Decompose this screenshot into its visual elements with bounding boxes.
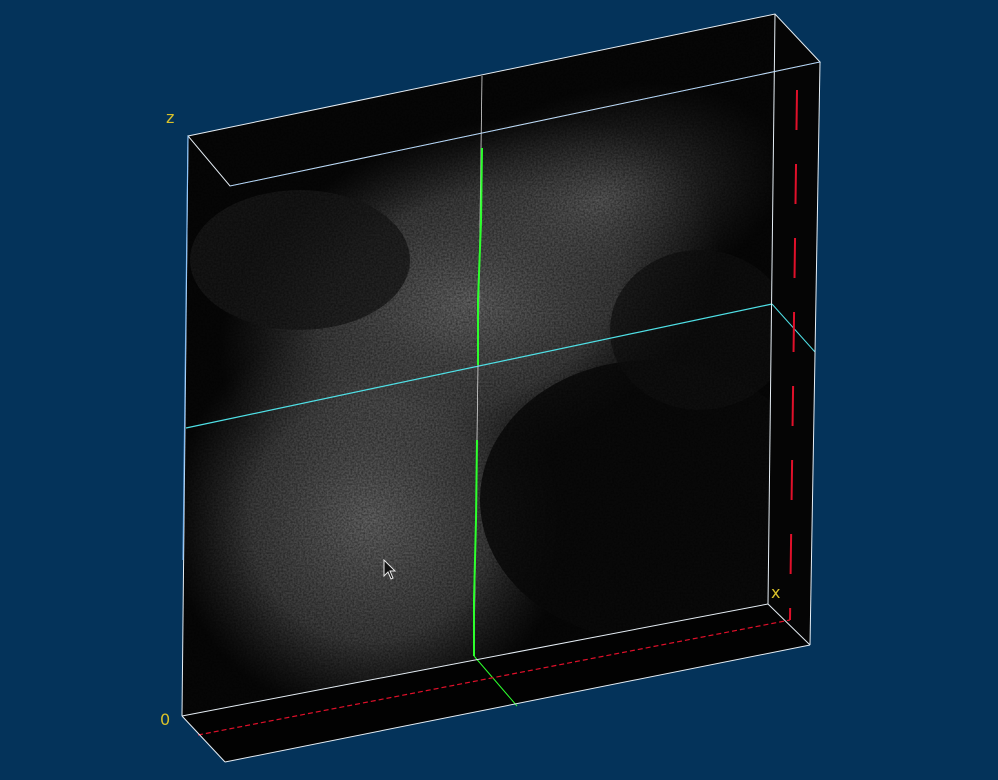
bounding-box-back-top: [229, 61, 821, 187]
slice-line-green-lower[interactable]: [473, 439, 478, 656]
axis-label-z: z: [166, 108, 175, 127]
slice-line-cyan[interactable]: [185, 303, 773, 429]
volume-bottom-face: [182, 604, 810, 762]
slice-line-red-side[interactable]: [789, 89, 798, 621]
arrow-pointer-icon: [383, 559, 397, 580]
volume-density: [182, 14, 775, 716]
slice-line-green[interactable]: [477, 147, 483, 365]
axis-label-x: x: [771, 583, 781, 602]
slice-line-green-floor: [473, 655, 518, 707]
axis-label-origin: 0: [160, 710, 171, 729]
slice-line-red-bottom[interactable]: [197, 619, 791, 736]
bounding-box-edge-left-blue: [182, 135, 189, 561]
